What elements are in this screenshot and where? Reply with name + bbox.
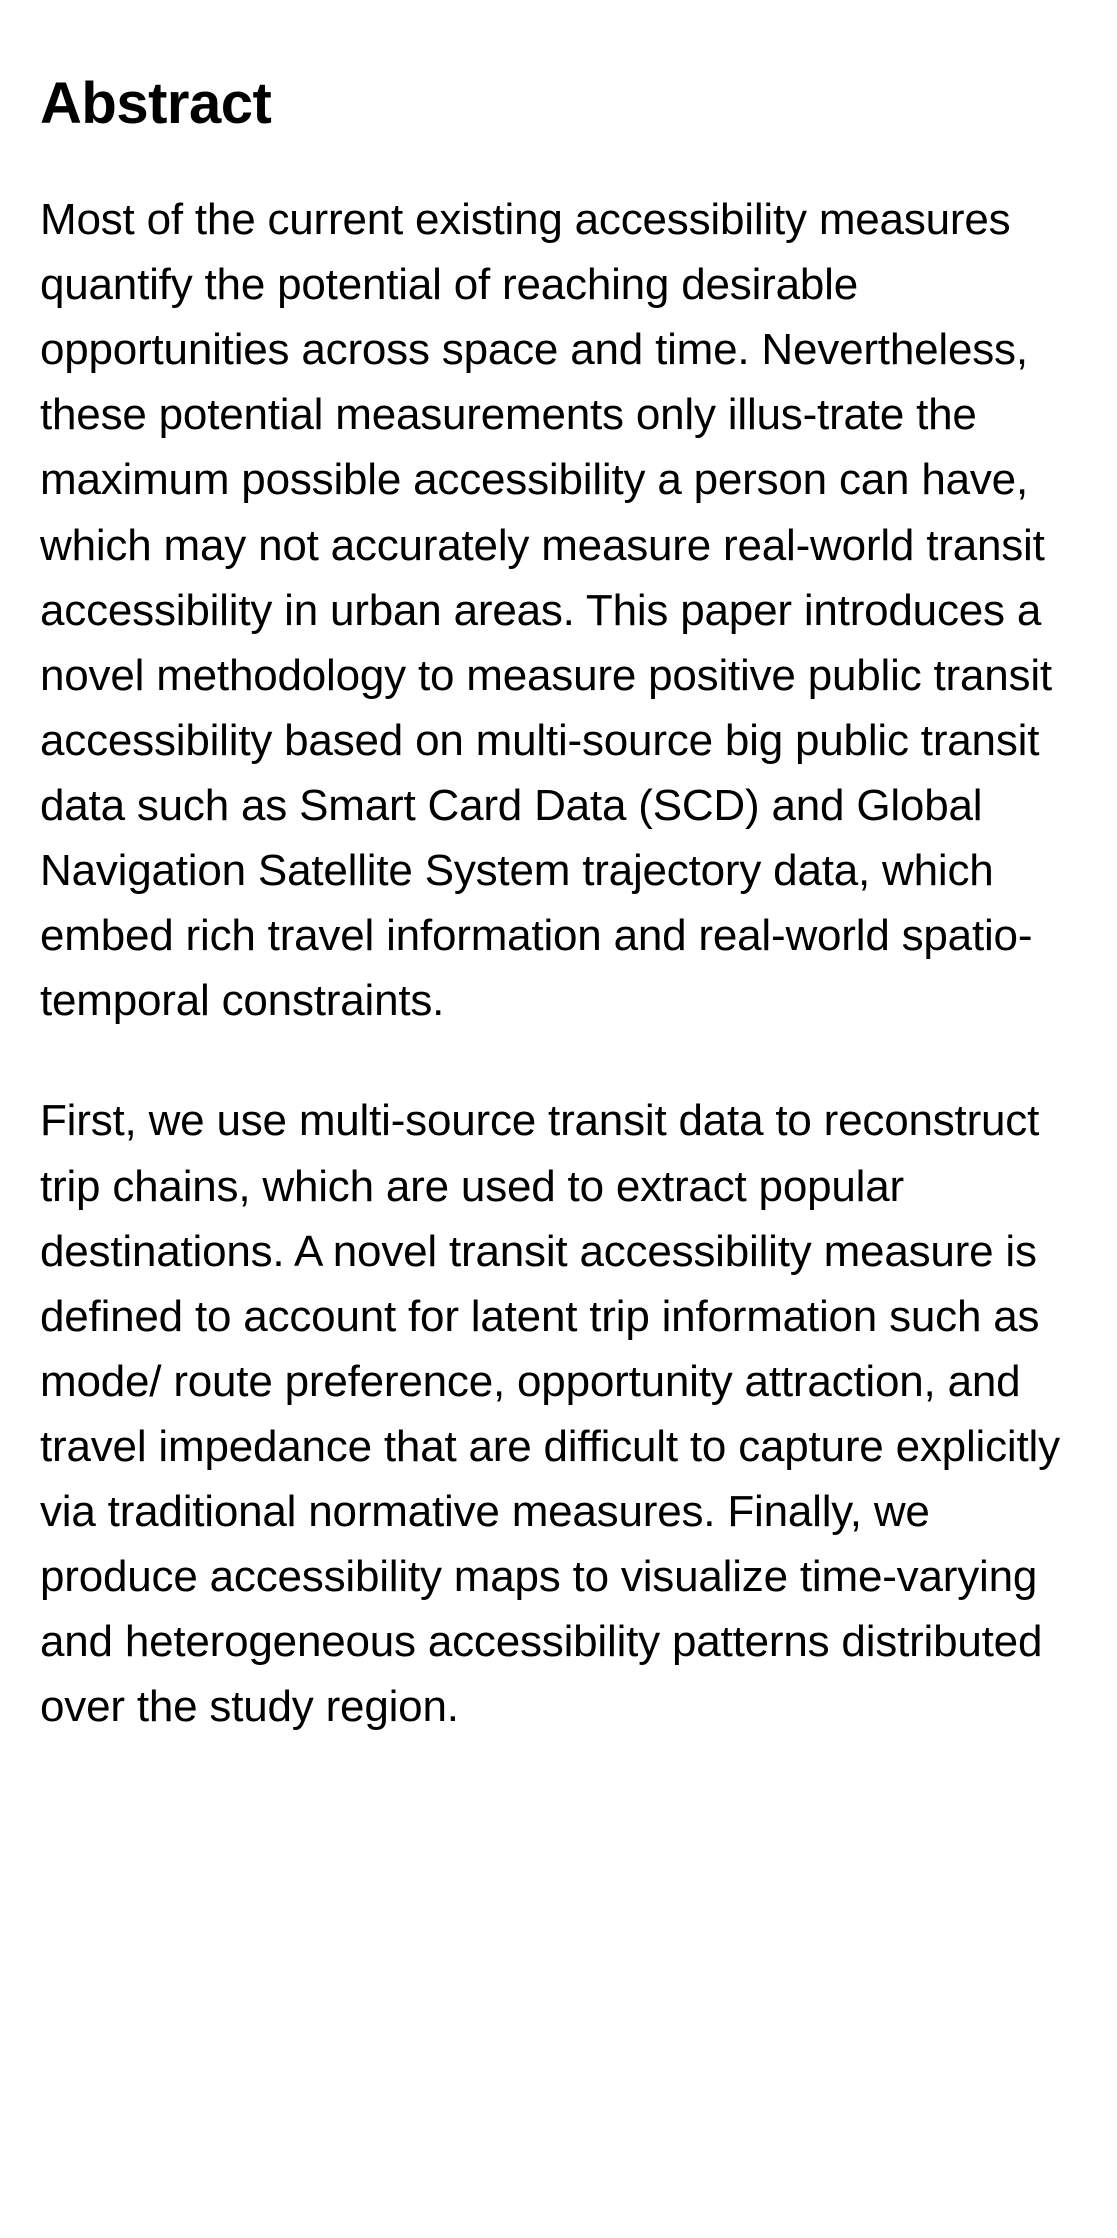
abstract-heading: Abstract bbox=[40, 70, 1077, 137]
abstract-paragraph-2: First, we use multi-source transit data … bbox=[40, 1088, 1077, 1739]
abstract-paragraph-1: Most of the current existing accessibili… bbox=[40, 187, 1077, 1033]
